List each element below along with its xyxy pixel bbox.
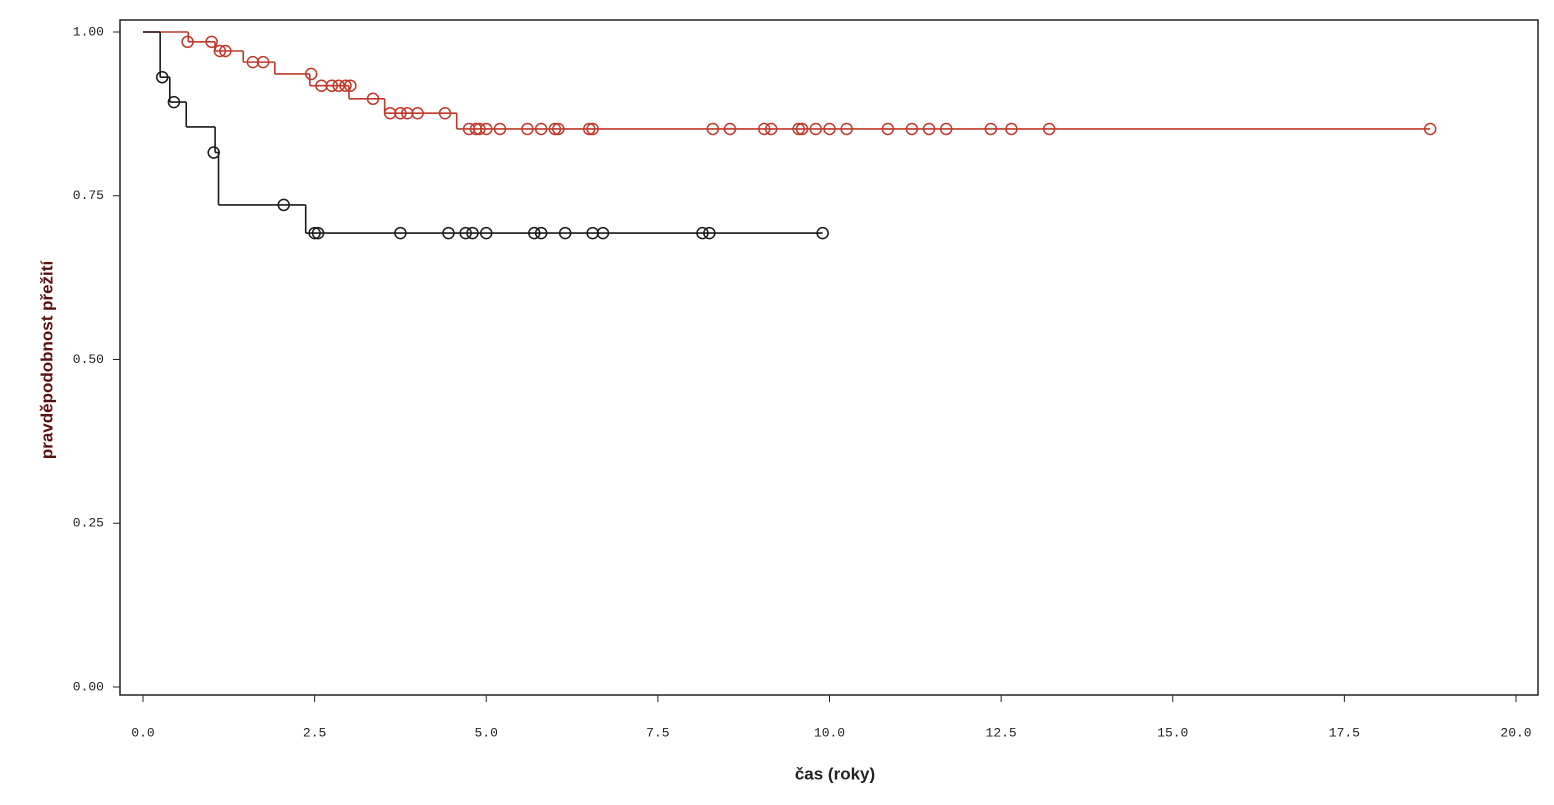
censor-mark: [256, 55, 270, 69]
censor-mark: [219, 44, 232, 58]
censor-mark: [181, 35, 194, 49]
y-tick-label: 0.00: [73, 679, 104, 694]
x-tick-label: 0.0: [131, 725, 154, 740]
censor-mark: [394, 106, 407, 120]
censor-mark: [394, 226, 407, 240]
x-tick-label: 17.5: [1329, 725, 1360, 740]
censor-mark: [703, 226, 716, 240]
censor-mark: [548, 122, 562, 136]
censor-mark: [534, 226, 548, 240]
censor-mark: [764, 122, 778, 136]
y-tick-label: 0.50: [73, 352, 104, 367]
censor-mark: [922, 122, 936, 136]
censor-mark: [205, 35, 218, 49]
y-tick-label: 0.25: [73, 516, 104, 531]
censor-mark: [528, 226, 541, 240]
censor-mark: [723, 122, 737, 136]
censor-mark: [706, 122, 720, 136]
censor-mark: [311, 226, 325, 240]
censor-mark: [816, 226, 829, 240]
x-tick-label: 20.0: [1500, 725, 1531, 740]
plot-frame: [119, 19, 1539, 696]
censor-mark: [480, 226, 493, 240]
censor-mark: [558, 226, 572, 240]
censor-mark: [534, 122, 548, 136]
censor-mark: [366, 92, 380, 106]
censor-mark: [905, 122, 919, 136]
censor-mark: [473, 122, 486, 136]
censor-mark: [840, 122, 853, 136]
censor-mark: [493, 122, 507, 136]
x-tick-label: 15.0: [1157, 725, 1188, 740]
censor-mark: [339, 79, 352, 92]
y-tick-label: 0.75: [73, 188, 104, 203]
censor-mark: [795, 122, 809, 136]
censor-mark: [792, 122, 805, 136]
censor-mark: [939, 122, 953, 136]
censor-mark: [596, 226, 610, 240]
censor-mark: [881, 122, 895, 136]
x-tick-label: 2.5: [303, 725, 326, 740]
x-tick-label: 7.5: [646, 725, 669, 740]
censor-mark: [809, 122, 823, 136]
x-tick-label: 12.5: [986, 725, 1017, 740]
censor-mark: [167, 95, 181, 109]
censor-mark: [308, 226, 321, 240]
censor-mark: [1423, 122, 1437, 136]
censor-mark: [155, 70, 169, 84]
x-tick-label: 5.0: [475, 725, 498, 740]
censor-mark: [984, 122, 998, 136]
y-tick-label: 1.00: [73, 24, 104, 39]
censor-mark: [304, 67, 318, 81]
y-axis-title: pravděpodobnost přežití: [37, 260, 56, 460]
x-tick-label: 10.0: [814, 725, 845, 740]
censor-mark: [823, 122, 836, 136]
censor-mark: [552, 122, 565, 136]
censor-mark: [459, 226, 472, 240]
censor-mark: [277, 198, 290, 212]
censor-mark: [438, 106, 452, 120]
censor-mark: [207, 146, 220, 159]
censor-mark: [480, 122, 493, 136]
censor-mark: [586, 122, 599, 136]
censor-mark: [325, 79, 339, 92]
censor-mark: [1042, 122, 1056, 136]
censor-mark: [758, 122, 771, 136]
censor-mark: [521, 122, 534, 136]
x-axis-title: čas (roky): [795, 764, 875, 783]
censor-mark: [411, 106, 424, 120]
censor-mark: [1005, 122, 1018, 136]
censor-mark: [582, 122, 596, 136]
censor-mark: [344, 79, 357, 92]
censor-mark: [213, 44, 227, 58]
censor-mark: [442, 226, 455, 240]
censor-mark: [696, 226, 709, 240]
censor-mark: [466, 226, 479, 240]
